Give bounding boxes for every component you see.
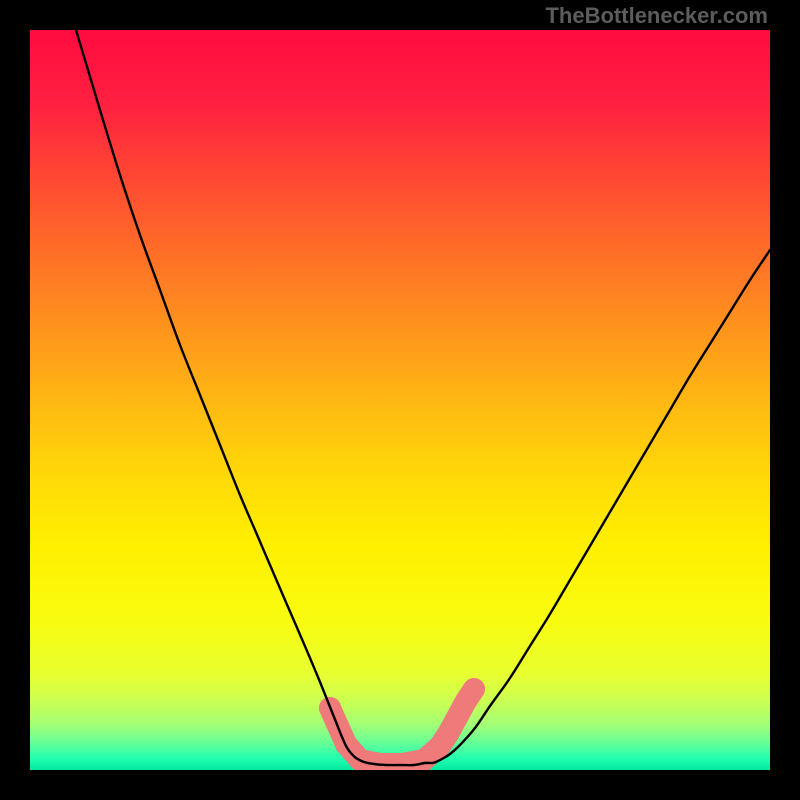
curve-right [436,250,770,762]
marker-point [463,678,485,700]
watermark-text: TheBottlenecker.com [545,3,768,29]
plot-area [30,30,770,770]
marker-point [437,723,459,745]
chart-svg [30,30,770,770]
curve-left [76,30,346,746]
